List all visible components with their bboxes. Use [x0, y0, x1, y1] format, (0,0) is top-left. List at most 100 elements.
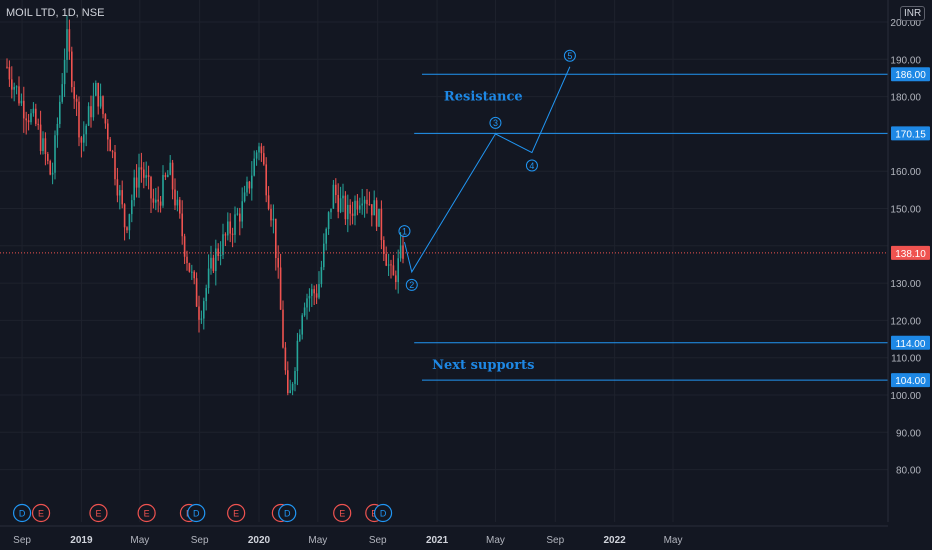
candle-body: [383, 240, 385, 254]
candle-body: [275, 218, 277, 259]
wave-label-circle: [398, 225, 411, 238]
candle-body: [174, 189, 176, 206]
dividend-marker[interactable]: [278, 503, 297, 523]
dividend-marker[interactable]: [373, 503, 393, 523]
candle-body: [306, 298, 308, 308]
candle-body: [217, 248, 219, 256]
candle-body: [399, 245, 402, 259]
time-tick-label: 2019: [70, 535, 93, 546]
earnings-marker[interactable]: [89, 503, 108, 523]
candle-body: [222, 234, 224, 255]
candle-body: [119, 190, 121, 196]
candle-body: [200, 318, 203, 320]
candle-body: [291, 383, 294, 391]
price-tick-label: 130.00: [890, 279, 921, 290]
dividend-marker[interactable]: [12, 503, 32, 523]
event-label: E: [38, 509, 44, 519]
dividend-marker[interactable]: [187, 503, 206, 523]
event-label: E: [144, 509, 150, 519]
candle-body: [195, 278, 198, 307]
time-tick-label: Sep: [546, 535, 564, 546]
price-tag[interactable]: [891, 245, 930, 260]
price-tag-label: 114.00: [896, 339, 926, 350]
candle-body: [126, 227, 128, 231]
currency-button[interactable]: INR: [900, 6, 926, 21]
candle-body: [169, 162, 171, 175]
price-tag-label: 170.15: [895, 129, 926, 140]
event-markers[interactable]: DEEEEDEEDEED: [12, 503, 393, 523]
candle-body: [301, 315, 303, 335]
candle-body: [183, 236, 186, 257]
candle-body: [205, 288, 207, 302]
candle-body: [351, 213, 354, 216]
candle-body: [71, 51, 73, 88]
price-tick-label: 110.00: [891, 354, 921, 365]
wave-label-circle: [405, 278, 418, 291]
earnings-marker[interactable]: [227, 503, 246, 523]
horizontal-levels[interactable]: [414, 73, 888, 381]
candle-body: [176, 199, 179, 206]
candle-body: [56, 123, 59, 136]
candle-body: [133, 177, 135, 201]
candle-body: [289, 390, 291, 394]
candle-body: [121, 190, 123, 205]
earnings-marker[interactable]: [31, 503, 51, 523]
candle-body: [138, 167, 140, 188]
candle-body: [227, 221, 229, 236]
price-axis[interactable]: 200.00 190.00 180.00 160.00 150.00 130.00 120.…: [887, 0, 932, 550]
candle-body: [44, 138, 47, 154]
annotation-text: Resistance: [444, 90, 523, 105]
event-label: E: [233, 509, 239, 519]
candle-body: [155, 199, 157, 203]
candle-body: [251, 175, 253, 189]
candle-body: [356, 200, 359, 210]
candle-body: [191, 271, 193, 273]
price-tag[interactable]: [891, 373, 930, 388]
candle-body: [164, 174, 167, 178]
candle-body: [210, 257, 212, 269]
price-tag-label: 186.00: [895, 70, 926, 81]
event-label: D: [284, 509, 291, 519]
candle-body: [37, 123, 39, 125]
candle-body: [279, 267, 282, 310]
candle-body: [219, 254, 222, 256]
candle-body: [243, 192, 246, 202]
candle-body: [263, 153, 265, 165]
annotations: Resistance Next supports: [432, 90, 534, 374]
candle-body: [54, 135, 56, 173]
candle-body: [150, 177, 152, 199]
earnings-marker[interactable]: [333, 503, 352, 523]
earnings-marker[interactable]: [137, 503, 156, 523]
candle-body: [330, 208, 332, 213]
candle-body: [311, 289, 313, 296]
price-tag[interactable]: [891, 335, 930, 350]
time-tick-label: Sep: [369, 535, 387, 546]
candle-body: [51, 172, 54, 175]
projected-wave[interactable]: 1 2 3 4 5: [398, 49, 576, 291]
candle-body: [385, 253, 387, 266]
candle-body: [35, 108, 37, 124]
time-axis[interactable]: Sep 2019 May Sep 2020 May Sep 2021 May Sep 2022 May: [0, 525, 888, 546]
candle-body: [339, 198, 342, 212]
candle-body: [207, 268, 210, 289]
candle-body: [152, 198, 155, 203]
candle-body: [181, 213, 183, 237]
price-tag[interactable]: [891, 126, 930, 141]
candle-body: [83, 134, 85, 143]
wave-path[interactable]: [403, 66, 571, 274]
candle-body: [47, 153, 49, 161]
candle-body: [397, 258, 399, 283]
candle-body: [68, 29, 71, 52]
candle-body: [354, 200, 356, 216]
candle-body: [159, 201, 162, 206]
candle-body: [30, 113, 32, 123]
candle-body: [73, 87, 75, 99]
candle-body: [171, 162, 174, 190]
candle-body: [143, 169, 145, 178]
candle-body: [157, 199, 159, 202]
wave-label: 3: [493, 118, 498, 128]
grid: [0, 0, 888, 522]
candle-body: [186, 256, 188, 264]
price-tag[interactable]: [891, 67, 930, 82]
